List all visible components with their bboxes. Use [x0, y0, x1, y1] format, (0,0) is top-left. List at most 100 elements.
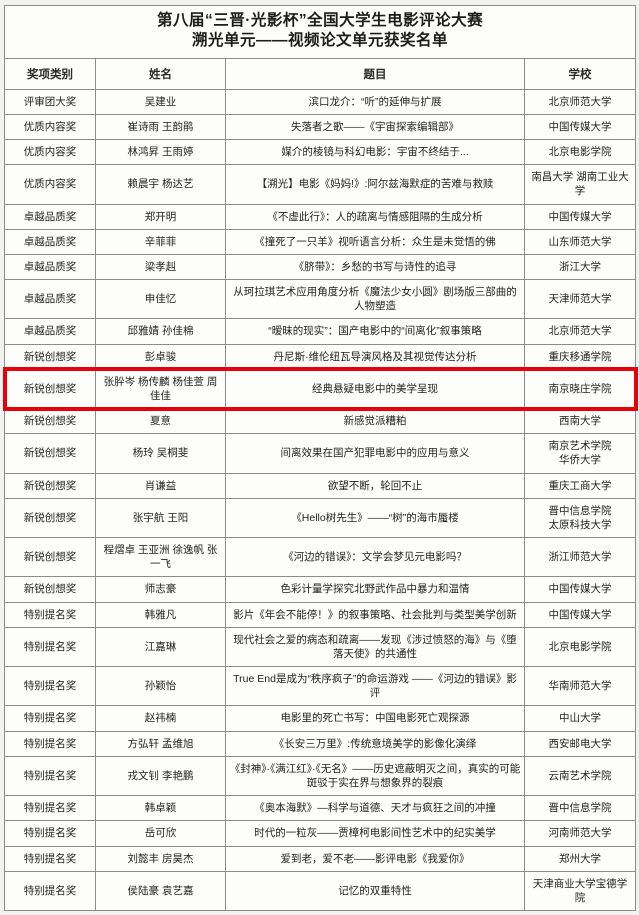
school-cell: 南京艺术学院 华侨大学: [523, 433, 637, 474]
entry-title-cell: 丹尼斯·维伦纽瓦导演风格及其视觉传达分析: [225, 343, 525, 370]
winner-names-cell: 申佳忆: [95, 279, 226, 320]
winner-names-cell: 张肸岑 杨传麟 杨佳萱 周佳佳: [95, 368, 226, 410]
entry-title-cell: 媒介的棱镜与科幻电影：宇宙不终结于...: [225, 138, 525, 166]
table-body: 评审团大奖 吴建业 滨口龙介：“听”的延伸与扩展 北京师范大学 优质内容奖 崔诗…: [2, 88, 638, 912]
entry-title-cell: 爱到老，爱不老——影评电影《我爱你》: [225, 845, 525, 872]
table-row: 新锐创想奖 肖谦益 欲望不断，轮回不止 重庆工商大学: [4, 472, 637, 499]
award-category-cell: 卓越品质奖: [4, 203, 96, 230]
entry-title-cell: 《奥本海默》—科学与道德、天才与疯狂之间的冲撞: [225, 795, 525, 822]
winner-names-cell: 江嘉琳: [95, 626, 226, 668]
school-cell: 河南师范大学: [523, 820, 637, 847]
entry-title-cell: 【溯光】电影《妈妈!》:阿尔兹海默症的苦难与救赎: [225, 164, 525, 205]
school-cell: 北京电影学院: [523, 138, 637, 166]
school-cell: 山东师范大学: [523, 228, 637, 255]
winner-names-cell: 张宇航 王阳: [95, 497, 226, 539]
award-category-cell: 新锐创想奖: [4, 576, 96, 603]
winner-names-cell: 邱雅婧 孙佳棉: [95, 318, 226, 345]
school-cell: 北京师范大学: [523, 318, 637, 345]
award-category-cell: 特别提名奖: [4, 626, 96, 668]
table-row: 卓越品质奖 申佳忆 从珂拉琪艺术应用角度分析《魔法少女小圆》剧场版三部曲的人物塑…: [4, 279, 637, 320]
table-row: 特别提名奖 方弘轩 孟维旭 《长安三万里》:传统意境美学的影像化演绎 西安邮电大…: [4, 730, 637, 757]
page-title-line1: 第八届“三晋·光影杯”全国大学生电影评论大赛: [156, 12, 484, 29]
award-category-cell: 特别提名奖: [4, 795, 96, 822]
school-cell: 天津商业大学宝德学院: [523, 870, 637, 912]
table-row: 特别提名奖 戎文钊 李艳鹏 《封神》·《满江红》·《无名》——历史遮蔽明灭之间，…: [4, 755, 637, 797]
school-cell: 南昌大学 湖南工业大学: [523, 164, 637, 205]
winner-names-cell: 吴建业: [95, 88, 226, 115]
entry-title-cell: 经典悬疑电影中的美学呈现: [225, 368, 525, 410]
table-row: 优质内容奖 林鸿昇 王雨婷 媒介的棱镜与科幻电影：宇宙不终结于... 北京电影学…: [4, 138, 637, 166]
table-row: 特别提名奖 赵祎楠 电影里的死亡书写：中国电影死亡观探源 中山大学: [4, 705, 637, 732]
award-category-cell: 优质内容奖: [4, 113, 96, 141]
school-cell: 西安邮电大学: [523, 730, 637, 757]
entry-title-cell: 从珂拉琪艺术应用角度分析《魔法少女小圆》剧场版三部曲的人物塑造: [225, 279, 525, 320]
winner-names-cell: 辛菲菲: [95, 228, 226, 255]
entry-title-cell: 新感觉派糟粕: [225, 408, 525, 435]
table-row: 新锐创想奖 张宇航 王阳 《Hello树先生》——“树”的海市蜃楼 晋中信息学院…: [4, 497, 637, 539]
award-category-cell: 卓越品质奖: [4, 228, 96, 255]
winner-names-cell: 刘懿丰 房昊杰: [95, 845, 226, 872]
award-category-cell: 新锐创想奖: [4, 408, 96, 435]
award-category-cell: 特别提名奖: [4, 601, 96, 628]
table-row: 新锐创想奖 彭卓骏 丹尼斯·维伦纽瓦导演风格及其视觉传达分析 重庆移通学院: [4, 343, 637, 370]
column-header-title: 题目: [225, 57, 525, 90]
table-row: 特别提名奖 岳可欣 时代的一粒灰——贾樟柯电影间性艺术中的纪实美学 河南师范大学: [4, 820, 637, 847]
table-row: 特别提名奖 韩卓颖 《奥本海默》—科学与道德、天才与疯狂之间的冲撞 晋中信息学院: [4, 795, 637, 822]
school-cell: 中国传媒大学: [523, 601, 637, 628]
award-category-cell: 特别提名奖: [4, 870, 96, 912]
table-row: 特别提名奖 江嘉琳 现代社会之爱的病态和疏离——发现《涉过愤怒的海》与《堕落天使…: [4, 626, 637, 668]
award-category-cell: 特别提名奖: [4, 730, 96, 757]
winner-names-cell: 杨玲 吴桐斐: [95, 433, 226, 474]
table-row: 新锐创想奖 夏意 新感觉派糟粕 西南大学: [4, 408, 637, 435]
entry-title-cell: 《长安三万里》:传统意境美学的影像化演绎: [225, 730, 525, 757]
award-category-cell: 评审团大奖: [4, 88, 96, 115]
column-header-name: 姓名: [95, 57, 226, 90]
winner-names-cell: 赵祎楠: [95, 705, 226, 732]
school-cell: 南京晓庄学院: [523, 368, 637, 410]
entry-title-cell: 《脐带》：乡愁的书写与诗性的追寻: [225, 253, 525, 281]
winner-names-cell: 侯陆豪 袁艺嘉: [95, 870, 226, 912]
table-row: 特别提名奖 刘懿丰 房昊杰 爱到老，爱不老——影评电影《我爱你》 郑州大学: [4, 845, 637, 872]
table-row: 新锐创想奖 程熠卓 王亚洲 徐逸帆 张一飞 《河边的错误》：文学会梦见元电影吗？…: [4, 537, 637, 578]
winner-names-cell: 岳可欣: [95, 820, 226, 847]
award-category-cell: 新锐创想奖: [4, 433, 96, 474]
award-category-cell: 卓越品质奖: [4, 279, 96, 320]
awards-table: 第八届“三晋·光影杯”全国大学生电影评论大赛 溯光单元——视频论文单元获奖名单 …: [2, 5, 638, 912]
entry-title-cell: 《封神》·《满江红》·《无名》——历史遮蔽明灭之间，真实的可能斑驳于实在界与想象…: [225, 755, 525, 797]
winner-names-cell: 郑开明: [95, 203, 226, 230]
award-category-cell: 特别提名奖: [4, 820, 96, 847]
winner-names-cell: 孙颖怡: [95, 666, 226, 707]
entry-title-cell: 现代社会之爱的病态和疏离——发现《涉过愤怒的海》与《堕落天使》的共通性: [225, 626, 525, 668]
entry-title-cell: 间离效果在国产犯罪电影中的应用与意义: [225, 433, 525, 474]
school-cell: 中国传媒大学: [523, 113, 637, 141]
winner-names-cell: 肖谦益: [95, 472, 226, 499]
entry-title-cell: 《撞死了一只羊》视听语言分析：众生是未觉悟的佛: [225, 228, 525, 255]
winner-names-cell: 夏意: [95, 408, 226, 435]
school-cell: 西南大学: [523, 408, 637, 435]
entry-title-cell: 时代的一粒灰——贾樟柯电影间性艺术中的纪实美学: [225, 820, 525, 847]
title-row: 第八届“三晋·光影杯”全国大学生电影评论大赛 溯光单元——视频论文单元获奖名单: [3, 5, 637, 59]
table-row: 卓越品质奖 邱雅婧 孙佳棉 “暧昧的现实”：国产电影中的“间离化”叙事策略 北京…: [4, 318, 637, 345]
table-row: 特别提名奖 孙颖怡 True End是成为“秩序疯子”的命运游戏 ——《河边的错…: [4, 666, 637, 707]
school-cell: 晋中信息学院: [523, 795, 637, 822]
school-cell: 浙江大学: [523, 253, 637, 281]
school-cell: 中国传媒大学: [523, 203, 637, 230]
award-category-cell: 特别提名奖: [4, 705, 96, 732]
entry-title-cell: 电影里的死亡书写：中国电影死亡观探源: [225, 705, 525, 732]
table-row: 评审团大奖 吴建业 滨口龙介：“听”的延伸与扩展 北京师范大学: [4, 88, 637, 115]
award-category-cell: 特别提名奖: [4, 666, 96, 707]
school-cell: 中山大学: [523, 705, 637, 732]
entry-title-cell: 记忆的双重特性: [225, 870, 525, 912]
table-row: 新锐创想奖 师志豪 色彩计量学探究北野武作品中暴力和温情 中国传媒大学: [4, 576, 637, 603]
winner-names-cell: 程熠卓 王亚洲 徐逸帆 张一飞: [95, 537, 226, 578]
entry-title-cell: 影片《年会不能停！》的叙事策略、社会批判与类型美学创新: [225, 601, 525, 628]
table-row: 特别提名奖 侯陆豪 袁艺嘉 记忆的双重特性 天津商业大学宝德学院: [4, 870, 637, 912]
column-header-category: 奖项类别: [4, 57, 96, 90]
entry-title-cell: 《不虚此行》：人的疏离与情感阻隔的生成分析: [225, 203, 525, 230]
table-row: 卓越品质奖 郑开明 《不虚此行》：人的疏离与情感阻隔的生成分析 中国传媒大学: [4, 203, 637, 230]
award-category-cell: 新锐创想奖: [4, 343, 96, 370]
award-category-cell: 新锐创想奖: [4, 537, 96, 578]
winner-names-cell: 林鸿昇 王雨婷: [95, 138, 226, 166]
award-category-cell: 新锐创想奖: [4, 368, 96, 410]
